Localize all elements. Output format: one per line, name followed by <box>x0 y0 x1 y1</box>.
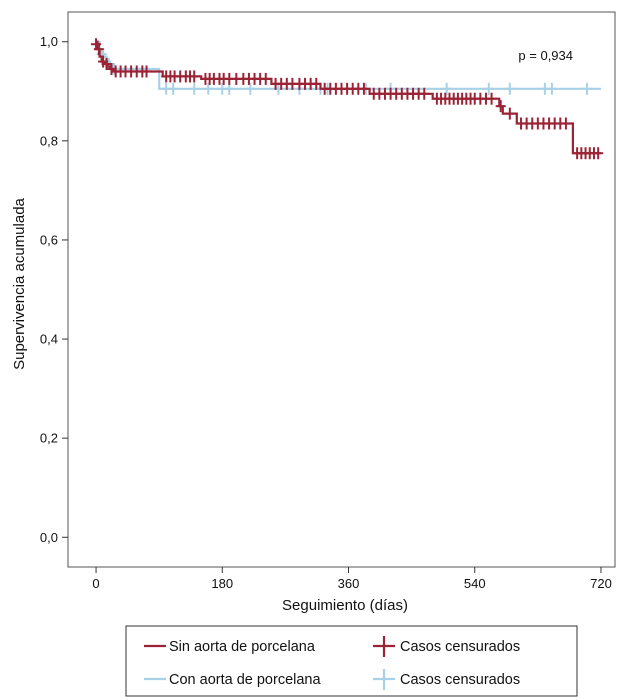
censored-marker-sin-aorta <box>311 77 322 90</box>
censored-marker-con-aorta <box>504 82 515 95</box>
y-tick-label: 0,6 <box>40 232 58 247</box>
x-tick-label: 720 <box>590 576 612 591</box>
legend-label-censored-con-aorta: Casos censurados <box>400 672 520 688</box>
legend-censored-marker-con-aorta <box>373 669 395 690</box>
axes: 0,0 0,2 0,4 0,6 0,8 1,0 0 180 360 540 720 <box>40 34 612 591</box>
y-tick-label: 0,4 <box>40 332 58 347</box>
series-layer <box>91 38 604 160</box>
x-tick-label: 360 <box>338 576 360 591</box>
y-tick-label: 1,0 <box>40 34 58 49</box>
censored-marker-con-aorta <box>441 82 452 95</box>
censored-marker-con-aorta <box>189 82 200 95</box>
censored-marker-sin-aorta <box>504 107 515 120</box>
plot-frame <box>67 11 616 568</box>
censored-marker-con-aorta <box>546 82 557 95</box>
censored-marker-con-aorta <box>203 82 214 95</box>
censored-marker-con-aorta <box>168 82 179 95</box>
x-tick-label: 540 <box>464 576 486 591</box>
y-tick-label: 0,2 <box>40 431 58 446</box>
legend-label-censored-sin-aorta: Casos censurados <box>400 639 520 655</box>
censored-marker-con-aorta <box>245 82 256 95</box>
y-axis-label: Supervivencia acumulada <box>11 197 28 369</box>
legend-row-2: Con aorta de porcelana Casos censurados <box>144 669 520 690</box>
censored-marker-con-aorta <box>581 82 592 95</box>
legend-label-con-aorta: Con aorta de porcelana <box>169 672 321 688</box>
censored-marker-sin-aorta <box>495 100 506 113</box>
legend-censored-marker-sin-aorta <box>373 636 395 657</box>
p-value-annotation: p = 0,934 <box>518 48 573 63</box>
censored-marker-sin-aorta <box>141 65 152 78</box>
x-tick-label: 180 <box>211 576 233 591</box>
censored-marker-sin-aorta <box>260 72 271 85</box>
censored-marker-sin-aorta <box>593 147 604 160</box>
censored-marker-con-aorta <box>483 82 494 95</box>
censored-marker-sin-aorta <box>419 87 430 100</box>
series-sin-aorta <box>91 38 604 160</box>
y-tick-label: 0,8 <box>40 133 58 148</box>
censored-marker-sin-aorta <box>189 70 200 83</box>
legend-label-sin-aorta: Sin aorta de porcelana <box>169 639 316 655</box>
x-axis-label: Seguimiento (días) <box>282 597 408 614</box>
censored-marker-sin-aorta <box>486 92 497 105</box>
x-tick-label: 0 <box>92 576 99 591</box>
y-tick-label: 0,0 <box>40 530 58 545</box>
censored-marker-sin-aorta <box>560 117 571 130</box>
legend-box <box>125 625 578 697</box>
censored-marker-sin-aorta <box>358 82 369 95</box>
legend-row-1: Sin aorta de porcelana Casos censurados <box>144 636 520 657</box>
legend: Sin aorta de porcelana Casos censurados … <box>125 625 578 697</box>
censored-marker-sin-aorta <box>93 43 104 56</box>
